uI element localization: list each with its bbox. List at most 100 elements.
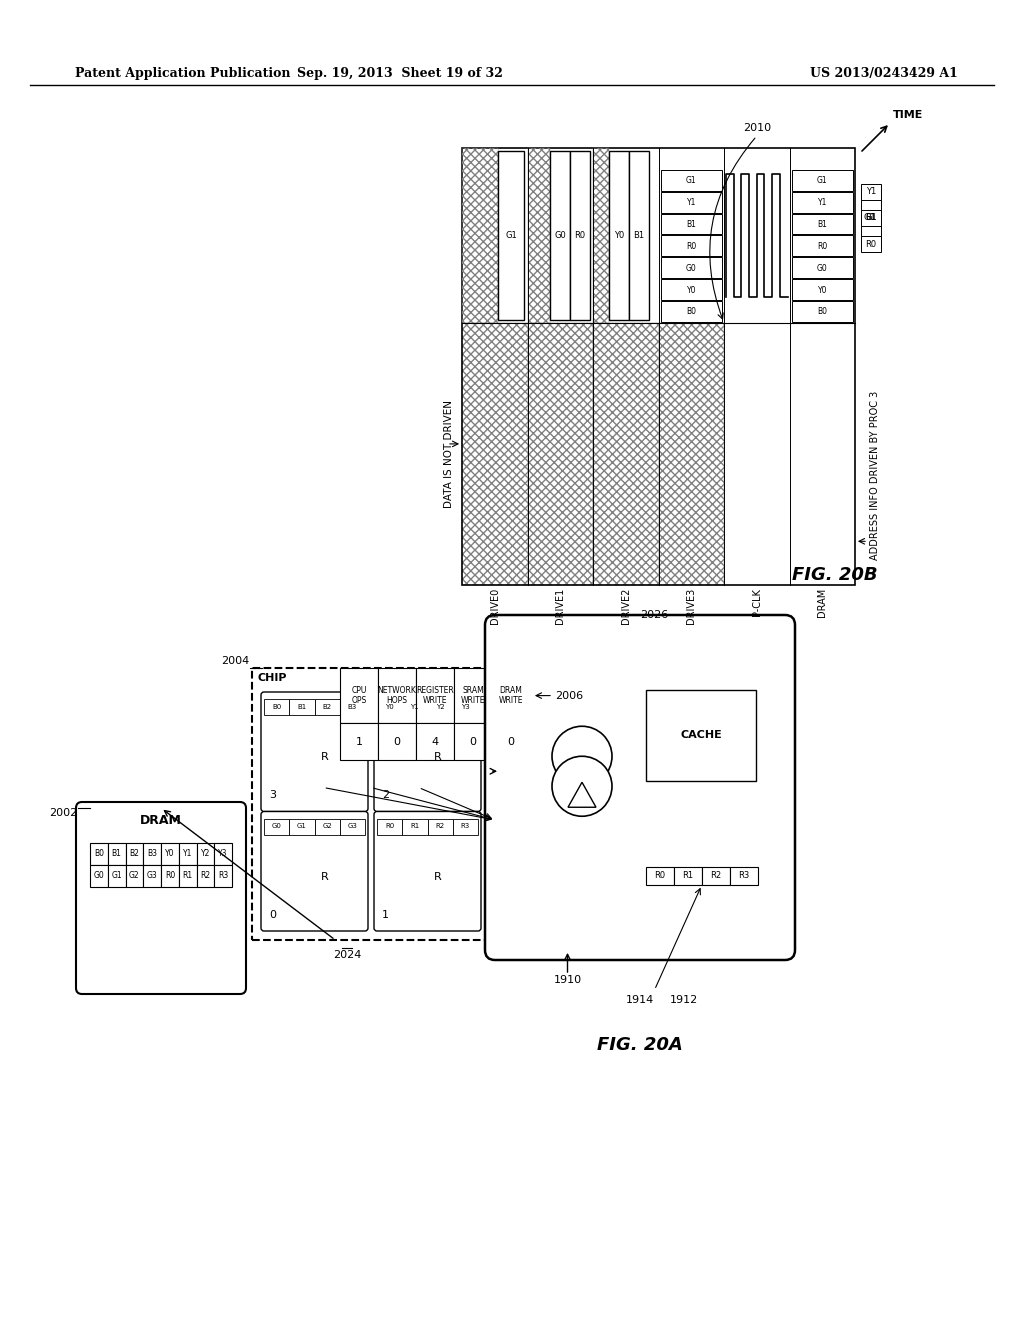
Bar xyxy=(609,150,629,319)
Bar xyxy=(454,668,492,723)
Bar xyxy=(314,818,340,834)
Bar xyxy=(126,843,143,865)
Bar xyxy=(646,867,674,884)
Text: G1: G1 xyxy=(297,824,307,829)
Bar xyxy=(593,323,658,585)
Text: R3: R3 xyxy=(738,871,750,880)
Text: FIG. 20B: FIG. 20B xyxy=(793,566,878,583)
Text: Y0: Y0 xyxy=(817,285,827,294)
Text: Y2: Y2 xyxy=(201,850,210,858)
Text: FIG. 20A: FIG. 20A xyxy=(597,1036,683,1053)
Bar xyxy=(126,865,143,887)
Text: Y1: Y1 xyxy=(686,198,696,207)
Text: CACHE: CACHE xyxy=(680,730,722,741)
Bar xyxy=(730,867,758,884)
FancyBboxPatch shape xyxy=(261,812,368,931)
Text: G3: G3 xyxy=(146,871,158,880)
Text: CHIP: CHIP xyxy=(257,673,287,682)
Text: R: R xyxy=(434,752,441,763)
Bar xyxy=(90,843,108,865)
Text: DRIVE3: DRIVE3 xyxy=(686,587,696,624)
Polygon shape xyxy=(568,783,596,808)
Bar xyxy=(792,279,853,300)
Bar xyxy=(792,301,853,322)
Bar xyxy=(453,818,478,834)
Bar xyxy=(658,323,724,585)
Bar xyxy=(108,843,126,865)
Bar xyxy=(792,214,853,235)
Bar xyxy=(660,301,722,322)
Text: R0: R0 xyxy=(686,242,696,251)
Bar xyxy=(792,235,853,256)
Bar xyxy=(214,843,232,865)
Bar xyxy=(340,700,365,715)
Text: 0: 0 xyxy=(469,737,476,747)
Text: 0: 0 xyxy=(393,737,400,747)
Text: B0: B0 xyxy=(272,704,282,710)
Text: 0: 0 xyxy=(508,737,514,747)
Text: 3: 3 xyxy=(269,791,276,800)
Text: SRAM
WRITE: SRAM WRITE xyxy=(461,686,485,705)
Bar xyxy=(629,150,648,319)
Text: G1: G1 xyxy=(817,177,827,185)
Text: TIME: TIME xyxy=(893,110,924,120)
Text: 0: 0 xyxy=(269,909,276,920)
Text: B1: B1 xyxy=(686,220,696,228)
Text: NETWORK
HOPS: NETWORK HOPS xyxy=(378,686,417,705)
Bar xyxy=(402,818,427,834)
Bar xyxy=(197,865,214,887)
Bar xyxy=(551,150,570,319)
Bar xyxy=(492,668,530,723)
Text: 2026: 2026 xyxy=(640,610,669,620)
Text: 1910: 1910 xyxy=(553,975,582,985)
Bar xyxy=(377,700,402,715)
Bar xyxy=(214,865,232,887)
Bar xyxy=(454,723,492,760)
Text: 1: 1 xyxy=(382,909,389,920)
Text: R: R xyxy=(321,873,329,882)
Text: R2: R2 xyxy=(711,871,721,880)
Text: Y0: Y0 xyxy=(686,285,696,294)
Text: R1: R1 xyxy=(682,871,693,880)
Text: B1: B1 xyxy=(633,231,644,240)
Text: G0: G0 xyxy=(93,871,104,880)
Bar xyxy=(427,818,453,834)
Text: R0: R0 xyxy=(165,871,175,880)
Bar xyxy=(108,865,126,887)
Bar xyxy=(340,668,378,723)
Bar xyxy=(861,191,881,244)
Bar xyxy=(378,668,416,723)
Text: 1914: 1914 xyxy=(626,995,654,1005)
Bar xyxy=(792,191,853,213)
Text: Y3: Y3 xyxy=(461,704,470,710)
Text: G3: G3 xyxy=(347,824,357,829)
Text: Sep. 19, 2013  Sheet 19 of 32: Sep. 19, 2013 Sheet 19 of 32 xyxy=(297,66,503,79)
Bar xyxy=(289,818,314,834)
Text: R0: R0 xyxy=(654,871,666,880)
FancyBboxPatch shape xyxy=(374,812,481,931)
Bar xyxy=(492,723,530,760)
Text: G1: G1 xyxy=(863,214,876,223)
FancyBboxPatch shape xyxy=(485,615,795,960)
Text: Y1: Y1 xyxy=(817,198,827,207)
Bar xyxy=(90,865,108,887)
Bar xyxy=(660,170,722,190)
Text: B0: B0 xyxy=(94,850,103,858)
Text: ADDRESS INFO DRIVEN BY PROC 3: ADDRESS INFO DRIVEN BY PROC 3 xyxy=(870,391,880,561)
Text: DRIVE1: DRIVE1 xyxy=(555,587,565,624)
Text: Y0: Y0 xyxy=(165,850,175,858)
Text: B2: B2 xyxy=(129,850,139,858)
Text: G2: G2 xyxy=(323,824,332,829)
Bar xyxy=(660,235,722,256)
Text: Y1: Y1 xyxy=(411,704,419,710)
Text: DRAM: DRAM xyxy=(140,813,182,826)
Bar xyxy=(462,148,855,585)
Text: G0: G0 xyxy=(686,264,696,273)
Bar xyxy=(264,818,289,834)
Text: R: R xyxy=(321,752,329,763)
Text: G0: G0 xyxy=(817,264,827,273)
Text: G0: G0 xyxy=(554,231,566,240)
Bar xyxy=(340,818,365,834)
Bar xyxy=(701,867,730,884)
Text: G2: G2 xyxy=(129,871,139,880)
